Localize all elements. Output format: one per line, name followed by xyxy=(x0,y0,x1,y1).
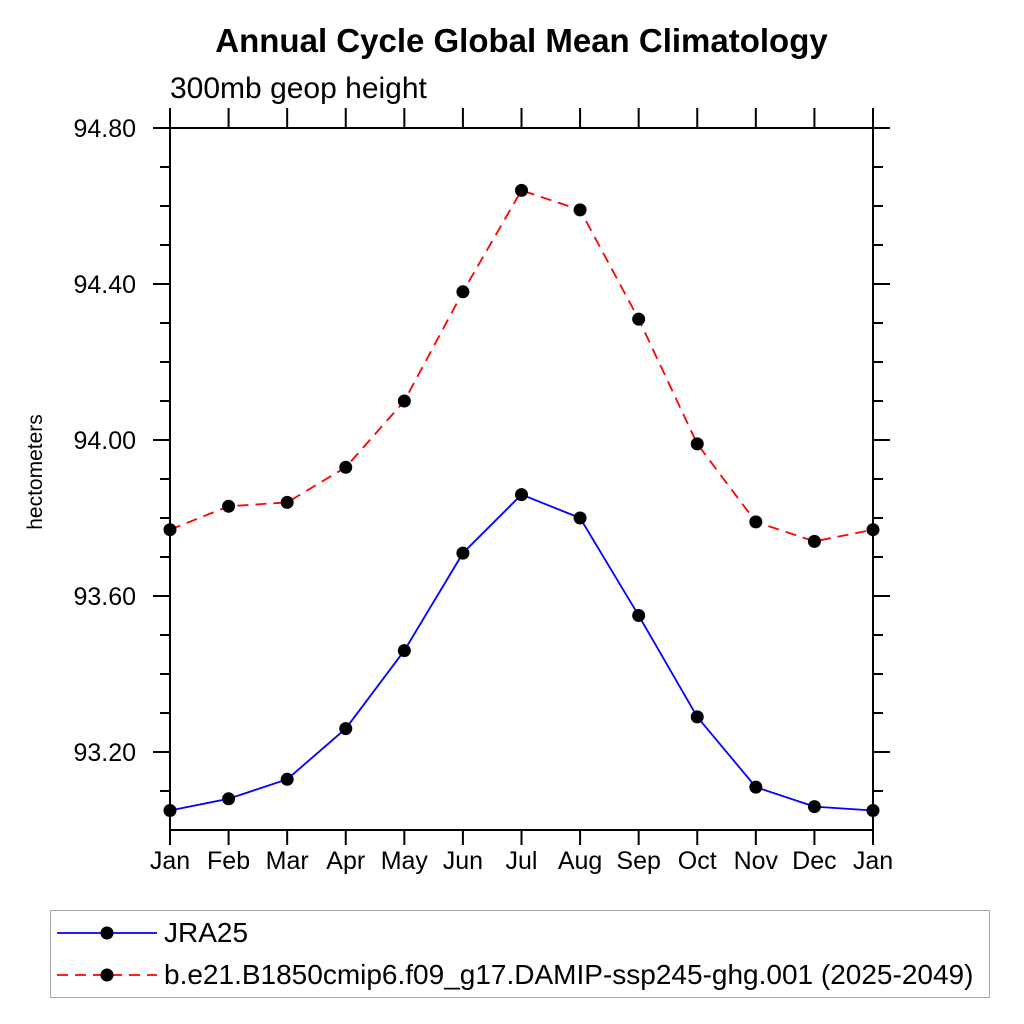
data-point-marker xyxy=(397,394,411,408)
x-tick-label: Jul xyxy=(506,847,538,875)
y-tick-label: 93.60 xyxy=(73,583,136,611)
x-tick-label: Jan xyxy=(150,847,190,875)
data-point-marker xyxy=(163,804,177,817)
legend-label-model: b.e21.B1850cmip6.f09_g17.DAMIP-ssp245-gh… xyxy=(164,959,974,990)
y-tick-label: 94.80 xyxy=(73,115,136,143)
chart-title: Annual Cycle Global Mean Climatology xyxy=(215,22,828,59)
data-point-marker xyxy=(280,772,294,786)
legend-marker-dot xyxy=(100,968,114,982)
x-tick-label: Apr xyxy=(326,847,365,875)
data-point-marker xyxy=(807,800,821,814)
legend-label-jra25: JRA25 xyxy=(164,917,249,948)
x-tick-label: Nov xyxy=(734,847,779,875)
x-tick-label: Mar xyxy=(266,847,309,875)
data-point-marker xyxy=(573,511,587,525)
data-point-marker xyxy=(632,609,646,622)
data-point-marker xyxy=(807,534,821,548)
data-point-marker xyxy=(749,515,763,529)
data-point-marker xyxy=(690,710,704,724)
series-model xyxy=(163,183,880,548)
chart-subtitle: 300mb geop height xyxy=(170,72,427,105)
data-point-marker xyxy=(515,488,528,502)
data-point-marker xyxy=(632,312,646,326)
data-point-marker xyxy=(222,499,236,513)
data-point-marker xyxy=(749,780,763,794)
axis-frame xyxy=(169,127,874,831)
x-tick-label: Dec xyxy=(792,847,836,875)
data-point-marker xyxy=(690,437,704,451)
y-tick-label: 94.00 xyxy=(73,427,136,455)
legend-marker-dot xyxy=(100,926,114,940)
legend-line-sample-solid xyxy=(57,926,157,940)
data-point-marker xyxy=(456,285,470,299)
legend-line-sample-dashed xyxy=(57,968,157,982)
x-tick-label: May xyxy=(381,847,429,875)
x-tick-label: Sep xyxy=(616,847,660,875)
data-point-marker xyxy=(573,203,587,217)
data-point-marker xyxy=(222,792,236,806)
x-axis-tick-labels: Jan Feb Mar Apr May Jun Jul Aug Sep Oct Nov Dec Jan xyxy=(150,847,893,875)
data-point-marker xyxy=(397,644,411,658)
data-point-marker xyxy=(163,523,177,537)
series-jra25 xyxy=(163,488,880,817)
y-tick-label: 93.20 xyxy=(73,739,136,767)
x-axis-ticks xyxy=(169,108,874,845)
data-point-marker xyxy=(515,183,528,197)
y-axis-tick-labels: 93.20 93.60 94.00 94.40 94.80 xyxy=(73,115,136,767)
y-tick-label: 94.40 xyxy=(73,271,136,299)
x-tick-label: Feb xyxy=(207,847,250,875)
x-tick-label: Jan xyxy=(853,847,893,875)
data-point-marker xyxy=(339,460,353,474)
legend-item-model: b.e21.B1850cmip6.f09_g17.DAMIP-ssp245-gh… xyxy=(55,954,989,996)
series-line xyxy=(169,493,874,812)
y-axis-ticks xyxy=(153,127,890,792)
x-tick-label: Oct xyxy=(678,847,717,875)
data-point-marker xyxy=(280,495,294,509)
x-tick-label: Jun xyxy=(443,847,483,875)
x-tick-label: Aug xyxy=(558,847,602,875)
data-point-marker xyxy=(866,523,880,537)
legend-item-jra25: JRA25 xyxy=(55,912,989,954)
legend-box: JRA25 b.e21.B1850cmip6.f09_g17.DAMIP-ssp… xyxy=(50,910,990,998)
data-point-marker xyxy=(866,804,880,817)
data-point-marker xyxy=(456,546,470,560)
data-point-marker xyxy=(339,722,353,736)
